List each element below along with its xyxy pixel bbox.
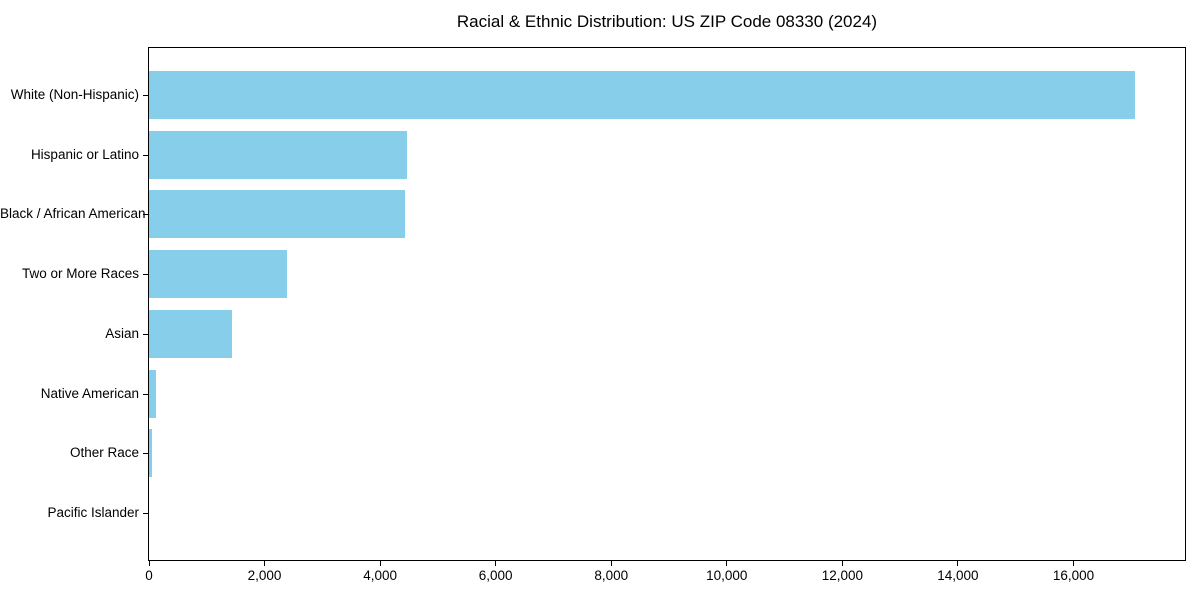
x-axis-tick-label: 0 xyxy=(145,568,153,583)
y-axis-tick xyxy=(143,154,148,156)
x-axis-tick-label: 8,000 xyxy=(594,568,629,583)
bar-asian xyxy=(149,309,232,358)
y-axis-tick xyxy=(143,274,148,276)
x-axis-tick xyxy=(148,561,150,566)
bar-hispanic-or-latino xyxy=(149,130,407,179)
x-axis-tick xyxy=(379,561,381,566)
x-axis-tick-label: 10,000 xyxy=(706,568,748,583)
bar-black-african-american xyxy=(149,190,405,239)
y-axis-label: Pacific Islander xyxy=(47,504,139,520)
chart-title: Racial & Ethnic Distribution: US ZIP Cod… xyxy=(456,12,878,31)
y-axis-tick xyxy=(143,453,148,455)
x-axis-tick-label: 14,000 xyxy=(937,568,979,583)
y-axis-tick xyxy=(143,333,148,335)
y-axis-tick xyxy=(143,214,148,216)
y-axis-label: Black / African American xyxy=(0,206,146,222)
y-axis-label: Other Race xyxy=(69,445,139,461)
plot-area xyxy=(148,47,1186,561)
x-axis-tick-label: 12,000 xyxy=(821,568,863,583)
y-axis-tick xyxy=(143,393,148,395)
x-axis-tick xyxy=(264,561,266,566)
x-axis-tick xyxy=(610,561,612,566)
y-axis-tick xyxy=(143,95,148,97)
x-axis-tick xyxy=(957,561,959,566)
x-axis-tick xyxy=(726,561,728,566)
bar-two-or-more-races xyxy=(149,250,287,299)
y-axis-label: White (Non-Hispanic) xyxy=(10,87,139,103)
bar-native-american xyxy=(149,369,156,418)
x-axis-tick-label: 4,000 xyxy=(363,568,397,583)
bar-white-non-hispanic xyxy=(149,71,1135,120)
x-axis-tick-label: 2,000 xyxy=(247,568,282,583)
y-axis-label: Hispanic or Latino xyxy=(30,146,139,162)
x-axis-tick-label: 6,000 xyxy=(478,568,513,583)
y-axis-label: Asian xyxy=(105,325,139,341)
x-axis-tick xyxy=(841,561,843,566)
x-axis-tick-label: 16,000 xyxy=(1052,568,1095,583)
y-axis-tick xyxy=(143,512,148,514)
y-axis-label: Native American xyxy=(40,385,139,401)
bar-other-race xyxy=(149,429,152,478)
y-axis-label: Two or More Races xyxy=(21,266,139,282)
x-axis-tick xyxy=(1072,561,1074,566)
x-axis-tick xyxy=(495,561,497,566)
